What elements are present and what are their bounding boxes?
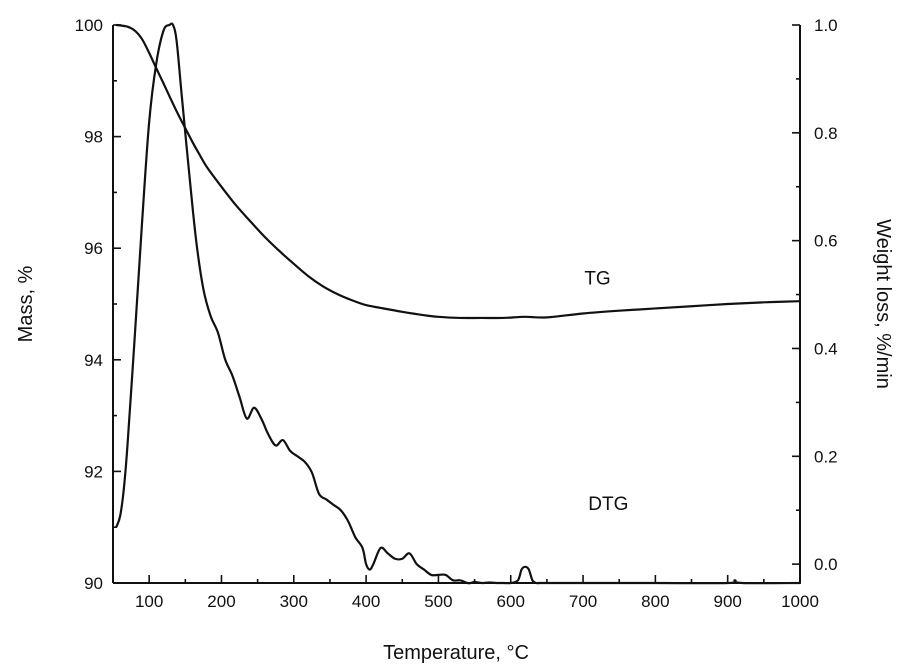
x-tick-label: 500 [424, 592, 452, 611]
x-tick-label: 600 [497, 592, 525, 611]
x-tick-label: 800 [641, 592, 669, 611]
right-y-tick-label: 0.8 [814, 124, 838, 143]
left-y-axis-title: Mass, % [15, 265, 37, 342]
series-annotations: TG DTG [584, 268, 628, 515]
plot-frame [112, 25, 801, 584]
right-y-tick-label: 0.4 [814, 339, 838, 358]
series-layer [115, 22, 802, 585]
left-y-axis-ticks: 90 92 94 96 98 100 [75, 16, 121, 593]
x-axis-title: Temperature, °C [383, 642, 529, 664]
x-tick-label: 100 [135, 592, 163, 611]
x-axis-ticks: 100 200 300 400 500 600 700 800 900 1000 [135, 575, 819, 611]
series-label-tg: TG [584, 268, 610, 289]
series-line-tg [115, 23, 802, 320]
x-tick-label: 400 [352, 592, 380, 611]
x-tick-label: 900 [713, 592, 741, 611]
left-y-tick-label: 100 [75, 16, 103, 35]
left-y-tick-label: 92 [84, 462, 103, 481]
series-line-dtg [115, 22, 802, 585]
right-y-tick-label: 0.6 [814, 232, 838, 251]
x-tick-label: 300 [280, 592, 308, 611]
right-y-axis-title: Weight loss, %/min [872, 219, 894, 389]
x-tick-label: 700 [569, 592, 597, 611]
right-y-axis-ticks: 0.0 0.2 0.4 0.6 0.8 1.0 [792, 16, 838, 574]
series-label-dtg: DTG [588, 494, 628, 515]
left-y-tick-label: 98 [84, 128, 103, 147]
left-y-tick-label: 96 [84, 239, 103, 258]
right-y-tick-label: 0.2 [814, 447, 838, 466]
left-y-tick-label: 90 [84, 574, 103, 593]
x-tick-label: 200 [207, 592, 235, 611]
x-tick-label: 1000 [781, 592, 819, 611]
right-y-tick-label: 1.0 [814, 16, 838, 35]
left-y-tick-label: 94 [84, 351, 103, 370]
right-y-tick-label: 0.0 [814, 555, 838, 574]
